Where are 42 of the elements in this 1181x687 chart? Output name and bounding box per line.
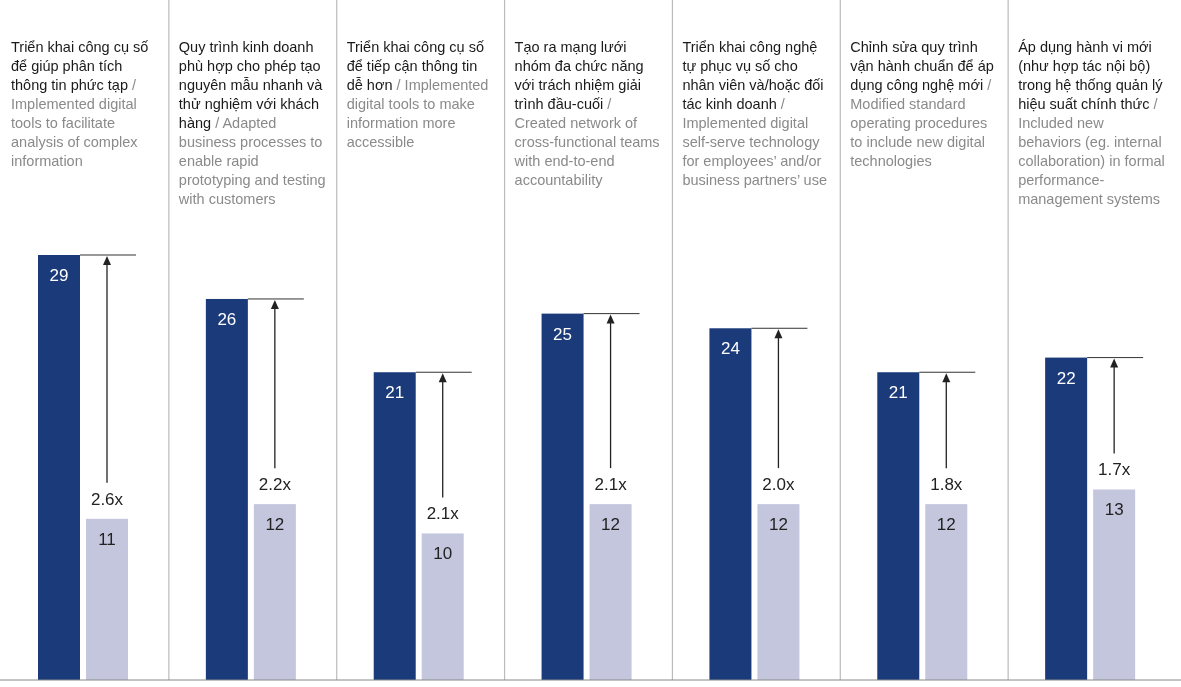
category-label: Quy trình kinh doanh phù hợp cho phép tạo nguyên mẫu nhanh và thử nghiệm với khách hàng / Adapted business processes to enable rapid prototyping and testing with customers <box>178 39 326 207</box>
data-label: 12 <box>768 515 788 535</box>
category-label: Triển khai công nghệ tự phục vụ số cho nhân viên và/hoặc đối tác kinh doanh / Implemented digital self-serve technology for employees’ and/or business partners’ use <box>682 39 827 188</box>
bar <box>373 372 416 680</box>
annotation: 2.1x <box>594 475 628 495</box>
bar <box>541 313 584 680</box>
bar <box>38 255 80 680</box>
bar <box>1045 357 1088 680</box>
annotation: 2.6x <box>90 489 124 509</box>
bar <box>877 372 920 680</box>
bar <box>86 518 128 680</box>
bar <box>925 504 968 680</box>
data-label: 21 <box>888 383 908 403</box>
data-label: 12 <box>936 515 956 535</box>
annotation: 1.7x <box>1098 460 1131 480</box>
bar <box>1093 489 1136 680</box>
bar <box>205 298 248 680</box>
category-label: Triển khai công cụ số để tiếp cận thông tin dễ hơn / Implemented digital tools to make information more accessible <box>346 39 489 150</box>
bar <box>709 328 752 680</box>
data-label: 13 <box>1104 500 1124 520</box>
category-label: Tạo ra mạng lưới nhóm đa chức năng với trách nhiệm giải trình đầu-cuối / Created network of cross-functional teams with end-to-end accountability <box>514 39 660 188</box>
annotation: 2.0x <box>762 475 795 495</box>
category-label: Triển khai công cụ số để giúp phân tích thông tin phức tạp / Implemented digital tools to facilitate analysis of complex information <box>11 39 149 169</box>
data-label: 12 <box>601 515 621 535</box>
annotation: 2.1x <box>426 504 460 524</box>
data-label: 24 <box>720 339 740 359</box>
data-label: 12 <box>265 515 285 535</box>
data-label: 21 <box>385 383 405 403</box>
annotation: 1.8x <box>930 475 963 495</box>
data-label: 22 <box>1056 368 1076 388</box>
data-label: 29 <box>49 266 69 285</box>
annotation: 2.2x <box>258 475 292 495</box>
category-label: Áp dụng hành vi mới (như hợp tác nội bộ) trong hệ thống quản lý hiệu suất chính thức / Included new behaviors (eg. internal collaboration) in formal performance-management systems <box>1018 39 1165 207</box>
bar <box>589 504 632 680</box>
data-label: 25 <box>553 324 573 344</box>
data-label: 11 <box>98 529 116 549</box>
bar <box>421 533 464 680</box>
category-label: Chỉnh sửa quy trình vận hành chuẩn để áp dụng công nghệ mới / Modified standard operating procedures to include new digital technologies <box>850 39 994 169</box>
bar <box>253 504 296 680</box>
bar <box>757 504 800 680</box>
data-label: 26 <box>217 309 237 329</box>
data-label: 10 <box>433 544 453 564</box>
